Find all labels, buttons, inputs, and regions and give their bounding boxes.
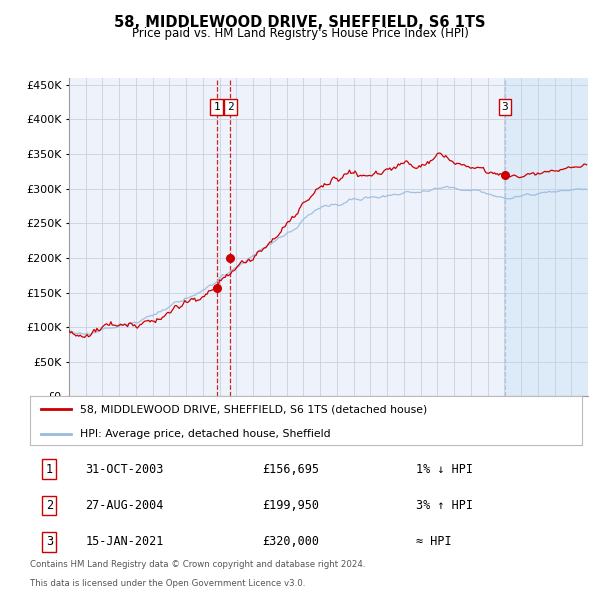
Text: This data is licensed under the Open Government Licence v3.0.: This data is licensed under the Open Gov… <box>30 579 305 588</box>
Text: 31-OCT-2003: 31-OCT-2003 <box>85 463 164 476</box>
Bar <box>505 78 588 396</box>
Text: 1: 1 <box>46 463 53 476</box>
Text: 58, MIDDLEWOOD DRIVE, SHEFFIELD, S6 1TS: 58, MIDDLEWOOD DRIVE, SHEFFIELD, S6 1TS <box>114 15 486 30</box>
Text: 1: 1 <box>214 102 220 112</box>
Text: 27-AUG-2004: 27-AUG-2004 <box>85 499 164 512</box>
Text: £156,695: £156,695 <box>262 463 319 476</box>
Text: 15-JAN-2021: 15-JAN-2021 <box>85 535 164 548</box>
Text: £320,000: £320,000 <box>262 535 319 548</box>
Text: 3% ↑ HPI: 3% ↑ HPI <box>416 499 473 512</box>
Text: 2: 2 <box>227 102 234 112</box>
Text: 1% ↓ HPI: 1% ↓ HPI <box>416 463 473 476</box>
Text: 2: 2 <box>46 499 53 512</box>
Text: ≈ HPI: ≈ HPI <box>416 535 452 548</box>
Text: HPI: Average price, detached house, Sheffield: HPI: Average price, detached house, Shef… <box>80 429 331 439</box>
Text: £199,950: £199,950 <box>262 499 319 512</box>
Text: 58, MIDDLEWOOD DRIVE, SHEFFIELD, S6 1TS (detached house): 58, MIDDLEWOOD DRIVE, SHEFFIELD, S6 1TS … <box>80 404 427 414</box>
Text: 3: 3 <box>46 535 53 548</box>
Text: 3: 3 <box>502 102 508 112</box>
Text: Contains HM Land Registry data © Crown copyright and database right 2024.: Contains HM Land Registry data © Crown c… <box>30 560 365 569</box>
Text: Price paid vs. HM Land Registry's House Price Index (HPI): Price paid vs. HM Land Registry's House … <box>131 27 469 40</box>
